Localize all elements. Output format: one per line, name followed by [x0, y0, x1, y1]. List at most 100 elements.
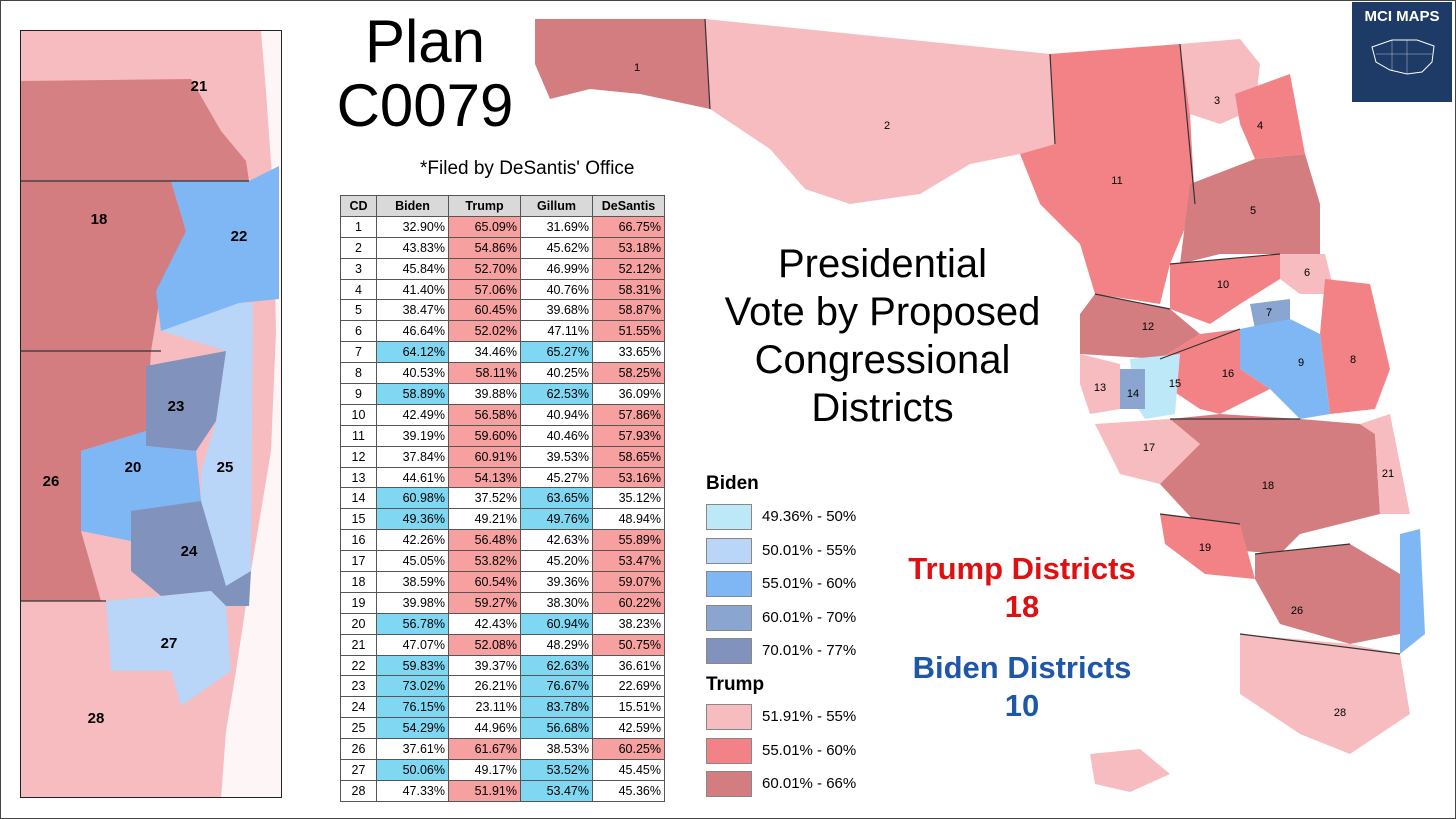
cell-biden: 50.06% — [376, 759, 449, 781]
map-label-13: 13 — [1094, 382, 1106, 394]
table-row: 26 37.61% 61.67% 38.53% 60.25% — [340, 738, 665, 761]
plan-title: Plan C0079 — [300, 10, 550, 138]
inset-label-28: 28 — [88, 710, 105, 727]
legend-swatch — [706, 771, 752, 797]
table-row: 6 46.64% 52.02% 47.11% 51.55% — [340, 320, 665, 343]
cell-desantis: 35.12% — [592, 487, 665, 510]
cell-gillum: 62.63% — [520, 654, 593, 677]
table-row: 11 39.19% 59.60% 40.46% 57.93% — [340, 424, 665, 447]
table-row: 5 38.47% 60.45% 39.68% 58.87% — [340, 299, 665, 322]
cell-trump: 52.70% — [448, 257, 521, 280]
table-row: 19 39.98% 59.27% 38.30% 60.22% — [340, 591, 665, 614]
header-trump: Trump — [448, 195, 521, 217]
cell-gillum: 76.67% — [520, 675, 593, 698]
cell-biden: 56.78% — [376, 612, 449, 635]
cell-desantis: 38.23% — [592, 612, 665, 635]
cell-biden: 39.98% — [376, 591, 449, 614]
cell-gillum: 31.69% — [520, 215, 593, 238]
cell-cd: 10 — [340, 403, 377, 426]
cell-desantis: 53.18% — [592, 236, 665, 259]
map-label-16: 16 — [1222, 368, 1234, 380]
cell-cd: 22 — [340, 654, 377, 677]
cell-trump: 39.37% — [448, 654, 521, 677]
map-district-17 — [1095, 419, 1200, 484]
legend-biden-title: Biden — [706, 473, 759, 494]
map-district-28 — [1240, 634, 1410, 754]
inset-district-20 — [81, 431, 201, 541]
header-desantis: DeSantis — [592, 195, 665, 217]
inset-district-26 — [21, 351, 151, 601]
inset-label-23: 23 — [168, 398, 185, 415]
map-label-28: 28 — [1334, 707, 1346, 719]
map-keys — [1090, 749, 1170, 792]
map-label-5: 5 — [1250, 205, 1256, 217]
map-label-10: 10 — [1217, 279, 1229, 291]
cell-cd: 11 — [340, 424, 377, 447]
cell-biden: 59.83% — [376, 654, 449, 677]
map-district-2 — [705, 19, 1055, 204]
cell-gillum: 60.94% — [520, 612, 593, 635]
cell-trump: 60.91% — [448, 445, 521, 468]
plan-title-line1: Plan — [364, 8, 486, 75]
table-row: 27 50.06% 49.17% 53.52% 45.45% — [340, 759, 665, 781]
cell-trump: 51.91% — [448, 779, 521, 802]
map-district-11 — [1020, 44, 1195, 304]
cell-trump: 60.54% — [448, 571, 521, 593]
florida-map: 1 2 3 4 5 6 7 8 9 10 11 12 13 14 15 16 1… — [535, 18, 1425, 792]
cell-cd: 1 — [340, 215, 377, 238]
inset-label-22: 22 — [231, 228, 248, 245]
cell-gillum: 63.65% — [520, 487, 593, 510]
cell-cd: 18 — [340, 571, 377, 593]
map-label-11: 11 — [1111, 175, 1122, 187]
cell-cd: 6 — [340, 320, 377, 343]
header-gillum: Gillum — [520, 195, 593, 217]
inset-district-21 — [21, 79, 249, 181]
map-title-line4: Districts — [811, 386, 954, 430]
cell-cd: 15 — [340, 508, 377, 531]
map-label-17: 17 — [1143, 442, 1155, 454]
cell-trump: 54.86% — [448, 236, 521, 259]
cell-trump: 56.48% — [448, 529, 521, 552]
cell-cd: 4 — [340, 278, 377, 301]
cell-trump: 52.02% — [448, 320, 521, 343]
biden-districts-value: 10 — [1004, 688, 1040, 723]
cell-desantis: 42.59% — [592, 717, 665, 740]
cell-cd: 2 — [340, 236, 377, 259]
cell-cd: 9 — [340, 383, 377, 405]
map-district-26 — [1255, 544, 1400, 644]
map-district-6 — [1280, 254, 1335, 294]
cell-gillum: 40.76% — [520, 278, 593, 301]
cell-cd: 24 — [340, 696, 377, 719]
trump-districts-count: Trump Districts 18 — [887, 550, 1157, 626]
cell-biden: 47.33% — [376, 779, 449, 802]
inset-district-18 — [21, 181, 186, 351]
map-label-2: 2 — [884, 120, 890, 132]
inset-boundaries — [21, 180, 249, 602]
cell-biden: 46.64% — [376, 320, 449, 343]
cell-gillum: 46.99% — [520, 257, 593, 280]
cell-biden: 38.47% — [376, 299, 449, 322]
legend-swatch — [706, 537, 752, 564]
header-cd: CD — [340, 195, 377, 217]
map-label-12: 12 — [1142, 321, 1154, 333]
map-district-5 — [1180, 154, 1320, 264]
cell-trump: 26.21% — [448, 675, 521, 698]
inset-label-26: 26 — [43, 473, 60, 490]
map-title-line2: Vote by Proposed — [724, 290, 1041, 334]
cell-biden: 39.19% — [376, 424, 449, 447]
map-district-21 — [1360, 414, 1410, 514]
cell-trump: 59.60% — [448, 424, 521, 447]
legend-swatch — [706, 737, 752, 764]
cell-biden: 43.83% — [376, 236, 449, 259]
inset-label-25: 25 — [217, 459, 234, 476]
cell-biden: 45.05% — [376, 550, 449, 573]
table-row: 28 47.33% 51.91% 53.47% 45.36% — [340, 779, 665, 802]
inset-district-28 — [21, 601, 221, 797]
cell-gillum: 53.52% — [520, 759, 593, 781]
legend-trump-title: Trump — [706, 674, 765, 695]
trump-districts-label: Trump Districts — [908, 551, 1136, 586]
table-row: 2 43.83% 54.86% 45.62% 53.18% — [340, 236, 665, 259]
cell-cd: 12 — [340, 445, 377, 468]
cell-cd: 13 — [340, 466, 377, 489]
inset-ocean — [221, 31, 281, 797]
